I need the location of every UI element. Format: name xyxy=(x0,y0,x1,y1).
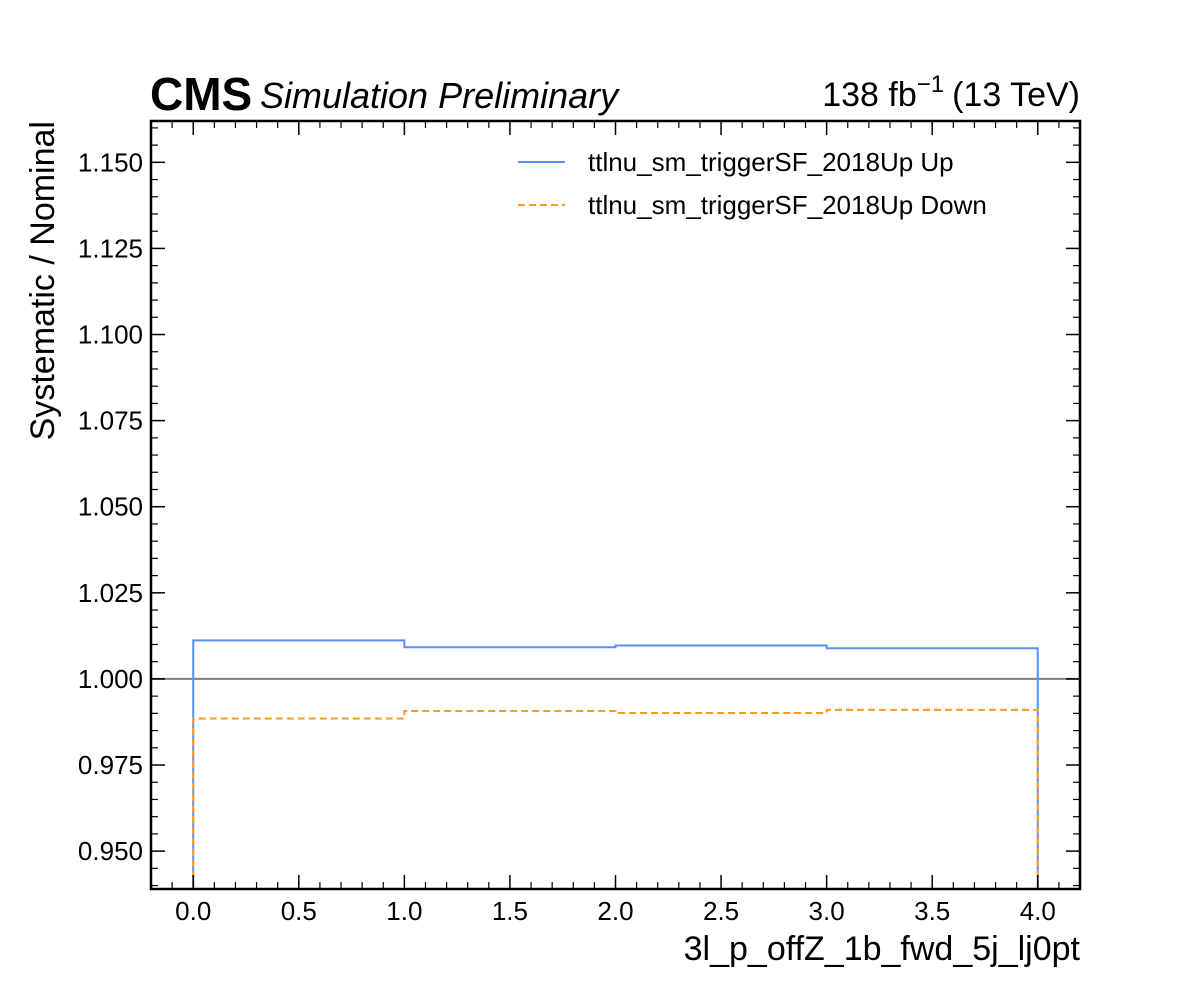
x-tick-label: 3.5 xyxy=(914,896,950,926)
x-tick-label: 3.0 xyxy=(809,896,845,926)
y-tick-label: 1.100 xyxy=(78,320,143,350)
plot-area xyxy=(151,639,1080,889)
lumi-energy: (13 TeV) xyxy=(952,76,1080,114)
x-tick-label: 2.0 xyxy=(597,896,633,926)
lumi-exponent: −1 xyxy=(917,71,944,98)
y-axis-title: Systematic / Nominal xyxy=(24,121,62,440)
y-tick-label: 1.000 xyxy=(78,664,143,694)
y-tick-label: 1.125 xyxy=(78,233,143,263)
series-line-1 xyxy=(192,639,1039,889)
x-tick-label: 4.0 xyxy=(1020,896,1056,926)
legend-label-1: ttlnu_sm_triggerSF_2018Up Up xyxy=(588,147,954,177)
x-tick-label: 1.5 xyxy=(492,896,528,926)
axes-frame xyxy=(149,119,1082,891)
y-tick-label: 0.975 xyxy=(78,750,143,780)
x-tick-label: 1.0 xyxy=(386,896,422,926)
legend: ttlnu_sm_triggerSF_2018Up Up ttlnu_sm_tri… xyxy=(518,147,987,220)
series-line-2 xyxy=(192,708,1039,889)
x-tick-label: 2.5 xyxy=(703,896,739,926)
legend-label-2: ttlnu_sm_triggerSF_2018Up Down xyxy=(588,190,987,220)
lumi-label: 138 fb−1 (13 TeV) xyxy=(822,71,1080,114)
x-axis-title: 3l_p_offZ_1b_fwd_5j_lj0pt xyxy=(684,930,1081,968)
y-tick-label: 1.075 xyxy=(78,406,143,436)
ticks: 0.0 0.5 1.0 1.5 2.0 2.5 3.0 3.5 4.0 0.950 0.975 1.0… xyxy=(78,121,1080,926)
y-tick-label: 0.950 xyxy=(78,836,143,866)
x-tick-label: 0.5 xyxy=(281,896,317,926)
y-tick-label: 1.025 xyxy=(78,578,143,608)
y-tick-label: 1.150 xyxy=(78,147,143,177)
lumi-value: 138 fb xyxy=(822,76,917,114)
x-tick-label: 0.0 xyxy=(175,896,211,926)
status-label: Simulation Preliminary xyxy=(260,75,620,116)
experiment-label: CMS xyxy=(150,68,252,120)
y-tick-label: 1.050 xyxy=(78,492,143,522)
